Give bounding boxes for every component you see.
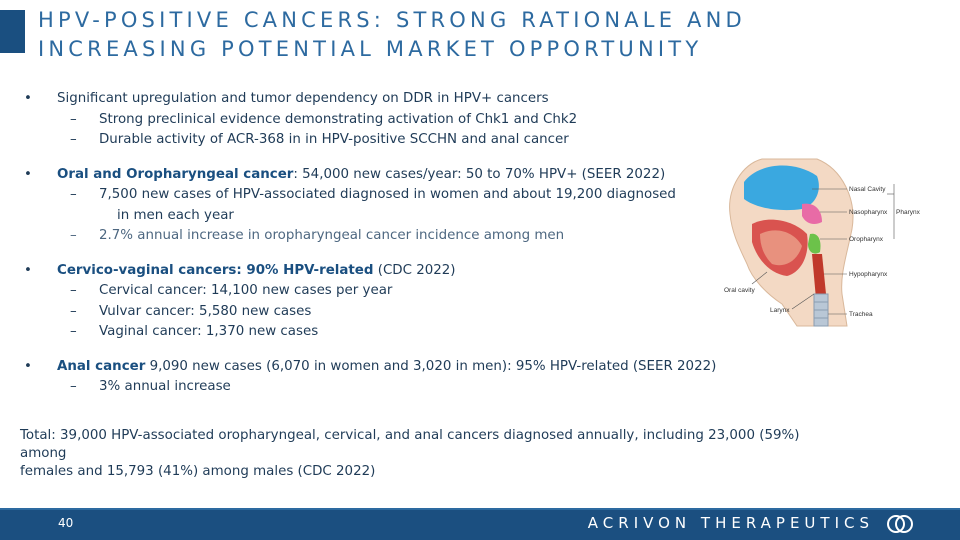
bullet-text: 9,090 new cases (6,070 in women and 3,02… xyxy=(145,358,717,374)
bullet-item: • Oral and Oropharyngeal cancer: 54,000 … xyxy=(20,165,820,186)
page-number: 40 xyxy=(58,516,74,530)
bullet-bold-text: Cervico-vaginal cancers: 90% HPV-related xyxy=(57,262,374,278)
sub-bullet-item: – 7,500 new cases of HPV-associated diag… xyxy=(20,185,820,206)
label-nasopharynx: Nasopharynx xyxy=(849,209,888,216)
sub-bullet-text: Vaginal cancer: 1,370 new cases xyxy=(99,324,319,339)
company-logo-icon xyxy=(887,515,913,533)
sub-bullet-text: 3% annual increase xyxy=(99,379,231,394)
bullet-text: : 54,000 new cases/year: 50 to 70% HPV+ … xyxy=(293,166,666,182)
bullet-bold-text: Anal cancer xyxy=(57,358,146,374)
slide-footer: 40 ACRIVON THERAPEUTICS xyxy=(0,508,960,540)
pharynx-pathway xyxy=(812,254,826,299)
sub-bullet-text: Durable activity of ACR-368 in in HPV-po… xyxy=(99,132,569,147)
title-accent-bar xyxy=(0,10,25,53)
sub-bullet-item: – Vulvar cancer: 5,580 new cases xyxy=(20,302,820,323)
label-oral-cavity: Oral cavity xyxy=(724,287,755,294)
label-hypopharynx: Hypopharynx xyxy=(849,271,888,278)
total-summary-line-2: females and 15,793 (41%) among males (CD… xyxy=(20,464,376,479)
sub-bullet-item: – Strong preclinical evidence demonstrat… xyxy=(20,110,820,131)
bullet-text: Significant upregulation and tumor depen… xyxy=(57,91,549,106)
slide-title-line-2: INCREASING POTENTIAL MARKET OPPORTUNITY xyxy=(38,37,703,61)
label-larynx: Larynx xyxy=(770,307,790,314)
sub-bullet-item: – Durable activity of ACR-368 in in HPV-… xyxy=(20,130,820,151)
total-summary-line-1: Total: 39,000 HPV-associated oropharynge… xyxy=(20,428,800,461)
bullet-bold-text: Oral and Oropharyngeal cancer xyxy=(57,166,294,182)
bullet-marker: • xyxy=(24,262,32,278)
sub-bullet-item: – 3% annual increase xyxy=(20,377,820,398)
slide-title: HPV-POSITIVE CANCERS: STRONG RATIONALE A… xyxy=(38,6,938,64)
nasopharynx-region xyxy=(802,203,822,224)
total-summary: Total: 39,000 HPV-associated oropharynge… xyxy=(20,427,820,481)
bullet-item: • Anal cancer 9,090 new cases (6,070 in … xyxy=(20,357,820,378)
label-nasal-cavity: Nasal Cavity xyxy=(849,186,886,193)
dash-marker: – xyxy=(70,228,77,243)
bullet-marker: • xyxy=(24,166,32,182)
tongue-detail xyxy=(760,230,802,266)
sub-bullet-item: – Vaginal cancer: 1,370 new cases xyxy=(20,322,820,343)
label-pharynx: Pharynx xyxy=(896,209,921,216)
bullet-marker: • xyxy=(24,91,32,106)
sub-bullet-text: Cervical cancer: 14,100 new cases per ye… xyxy=(99,283,393,298)
bullet-marker: • xyxy=(24,358,32,374)
bullet-item: • Significant upregulation and tumor dep… xyxy=(20,89,820,110)
head-neck-anatomy-illustration: Nasal Cavity Nasopharynx Pharynx Orophar… xyxy=(724,158,921,327)
dash-marker: – xyxy=(70,132,77,147)
company-wordmark: ACRIVON THERAPEUTICS xyxy=(587,514,874,532)
dash-marker: – xyxy=(70,283,77,298)
sub-bullet-text: Strong preclinical evidence demonstratin… xyxy=(99,111,578,127)
sub-bullet-text: Vulvar cancer: 5,580 new cases xyxy=(99,303,312,319)
dash-marker: – xyxy=(70,111,77,127)
sub-bullet-text: 7,500 new cases of HPV-associated diagno… xyxy=(99,187,676,202)
label-oropharynx: Oropharynx xyxy=(849,236,884,243)
bullet-item: • Cervico-vaginal cancers: 90% HPV-relat… xyxy=(20,261,820,282)
label-trachea: Trachea xyxy=(849,311,873,318)
nasal-cavity-region xyxy=(744,165,819,211)
dash-marker: – xyxy=(70,379,77,394)
slide-title-line-1: HPV-POSITIVE CANCERS: STRONG RATIONALE A… xyxy=(38,8,746,32)
sub-bullet-text: in men each year xyxy=(117,207,234,223)
sub-bullet-text: 2.7% annual increase in oropharyngeal ca… xyxy=(99,228,565,243)
dash-marker: – xyxy=(70,324,77,339)
dash-marker: – xyxy=(70,303,77,319)
sub-bullet-continuation: in men each year xyxy=(20,206,820,227)
sub-bullet-item: – Cervical cancer: 14,100 new cases per … xyxy=(20,281,820,302)
oropharynx-region xyxy=(808,233,821,254)
bullet-text: (CDC 2022) xyxy=(373,262,456,278)
dash-marker: – xyxy=(70,187,77,202)
sub-bullet-item: – 2.7% annual increase in oropharyngeal … xyxy=(20,226,820,247)
bullet-list: • Significant upregulation and tumor dep… xyxy=(20,89,820,398)
